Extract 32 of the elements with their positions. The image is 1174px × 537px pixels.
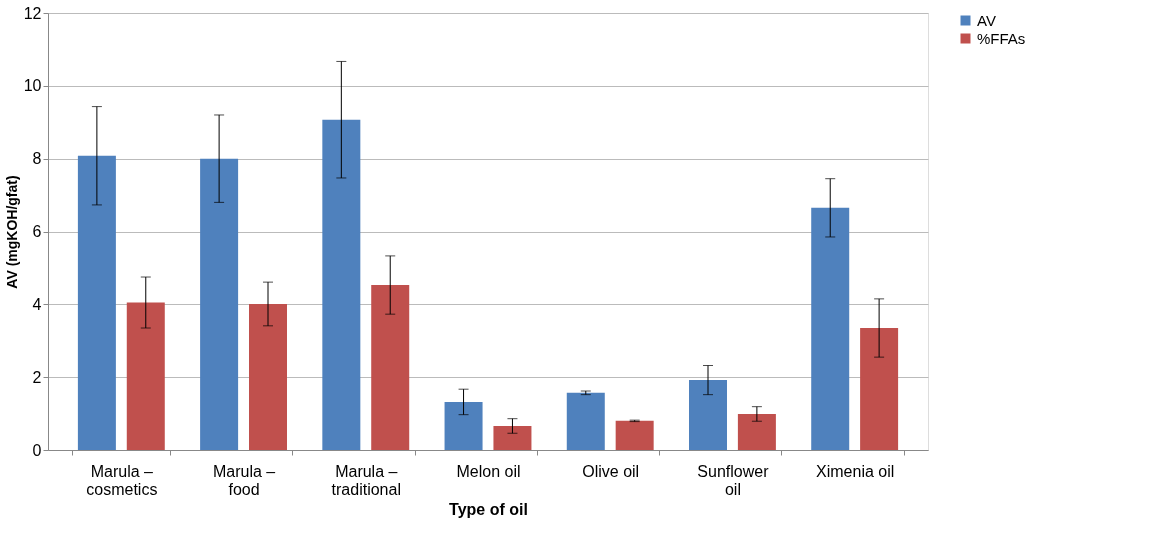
bar <box>566 392 605 450</box>
legend-label: AV <box>977 11 996 29</box>
bar <box>737 413 776 450</box>
y-tick-label: 12 <box>23 4 42 22</box>
bar <box>444 401 483 450</box>
bar <box>493 425 532 450</box>
x-tick-label: Olive oil <box>582 462 640 480</box>
x-tick-label: Marula – food <box>212 462 276 498</box>
y-axis-title: AV (mgKOH/gfat) <box>3 175 20 289</box>
bar <box>689 380 727 450</box>
y-tick-label: 10 <box>23 77 42 95</box>
y-tick-label: 8 <box>32 150 42 168</box>
bar <box>126 302 165 450</box>
bar <box>371 285 410 450</box>
bar <box>200 158 239 450</box>
bar <box>811 207 850 450</box>
x-tick-label: Ximenia oil <box>816 462 895 480</box>
y-tick-label: 2 <box>32 368 42 386</box>
x-tick-label: Sunflower oil <box>697 462 770 498</box>
bar <box>322 119 361 450</box>
x-tick-label: Marula – cosmetics <box>86 462 158 498</box>
bar <box>860 328 899 450</box>
bar <box>77 155 116 450</box>
x-tick-label: Marula – traditional <box>331 462 401 498</box>
x-axis-title: Type of oil <box>449 500 528 518</box>
bar <box>615 420 654 450</box>
y-tick-label: 6 <box>32 223 42 240</box>
bar <box>249 303 287 450</box>
y-tick-label: 4 <box>32 295 42 313</box>
legend-label: %FFAs <box>977 29 1026 47</box>
x-tick-label: Melon oil <box>456 462 521 480</box>
y-tick-label: 0 <box>32 441 42 459</box>
